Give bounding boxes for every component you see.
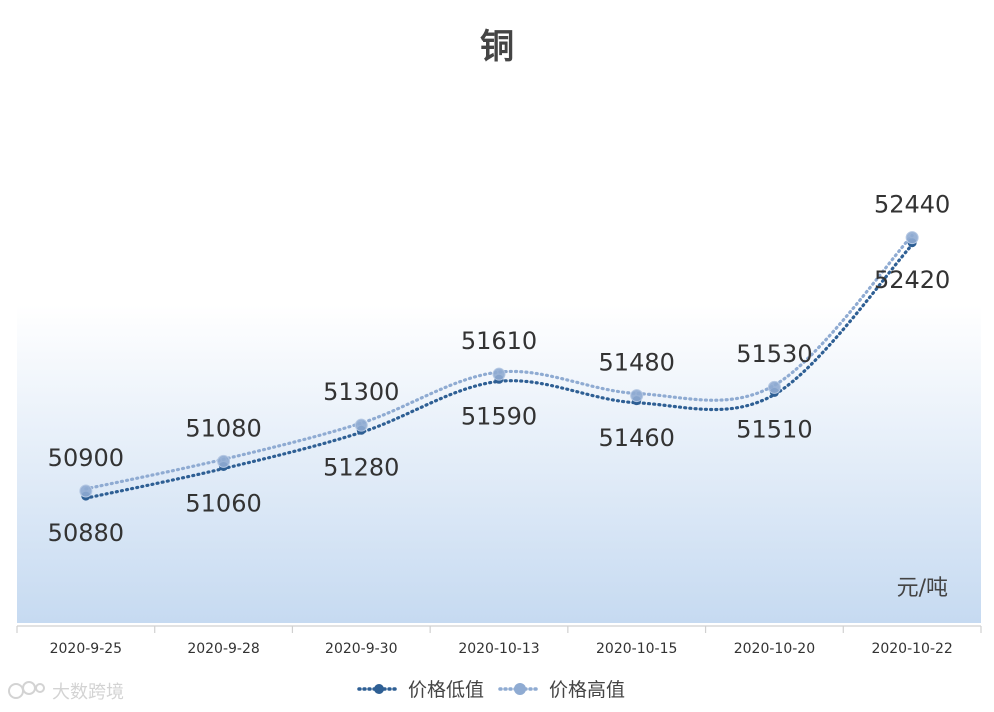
data-label-high: 51480: [599, 348, 675, 376]
data-point-high[interactable]: [630, 389, 644, 403]
unit-label: 元/吨: [897, 576, 948, 601]
watermark-logo: 大数跨境: [8, 681, 124, 703]
x-axis-tick-labels: 2020-9-25 2020-9-28 2020-9-30 2020-10-13 202…: [50, 641, 953, 657]
data-labels: 50880 51060 51280 51590 51460 51510 52420 50900…: [48, 191, 951, 548]
legend-swatch-marker-low: [374, 684, 384, 694]
watermark-text: 大数跨境: [52, 682, 124, 703]
x-tick-label: 2020-9-25: [50, 641, 122, 657]
x-tick-label: 2020-10-15: [596, 641, 677, 657]
x-axis-ticks: [16, 626, 982, 633]
data-point-high[interactable]: [492, 367, 506, 381]
chart-title: 铜: [480, 27, 514, 67]
x-tick-label: 2020-9-28: [187, 641, 259, 657]
data-point-high[interactable]: [905, 231, 919, 245]
data-label-high: 51080: [185, 414, 261, 442]
data-point-high[interactable]: [767, 380, 781, 394]
data-label-high: 51300: [323, 378, 399, 406]
x-tick-label: 2020-10-22: [871, 641, 952, 657]
legend-label-high: 价格高值: [549, 679, 625, 701]
legend-item-low[interactable]: 价格低值: [357, 679, 484, 701]
legend-label-low: 价格低值: [408, 679, 484, 701]
data-point-high[interactable]: [354, 418, 368, 432]
data-label-low: 51460: [599, 424, 675, 452]
series-layer: [79, 231, 919, 501]
data-label-low: 51280: [323, 453, 399, 481]
x-tick-label: 2020-10-20: [734, 641, 815, 657]
data-point-high[interactable]: [79, 484, 93, 498]
data-label-low: 51060: [185, 490, 261, 518]
legend-swatch-marker-high: [514, 683, 526, 695]
x-tick-label: 2020-9-30: [325, 641, 397, 657]
legend-item-high[interactable]: 价格高值: [498, 679, 625, 701]
data-label-high: 51610: [461, 327, 537, 355]
data-label-low: 52420: [874, 266, 950, 294]
data-label-low: 51510: [736, 416, 812, 444]
data-label-low: 50880: [48, 519, 124, 547]
data-point-high[interactable]: [217, 454, 231, 468]
data-label-high: 52440: [874, 191, 950, 219]
data-label-low: 51590: [461, 402, 537, 430]
x-tick-label: 2020-10-13: [458, 641, 539, 657]
data-label-high: 50900: [48, 444, 124, 472]
legend: 价格低值 价格高值: [357, 679, 625, 701]
data-label-high: 51530: [736, 340, 812, 368]
plot-background: [17, 305, 981, 623]
